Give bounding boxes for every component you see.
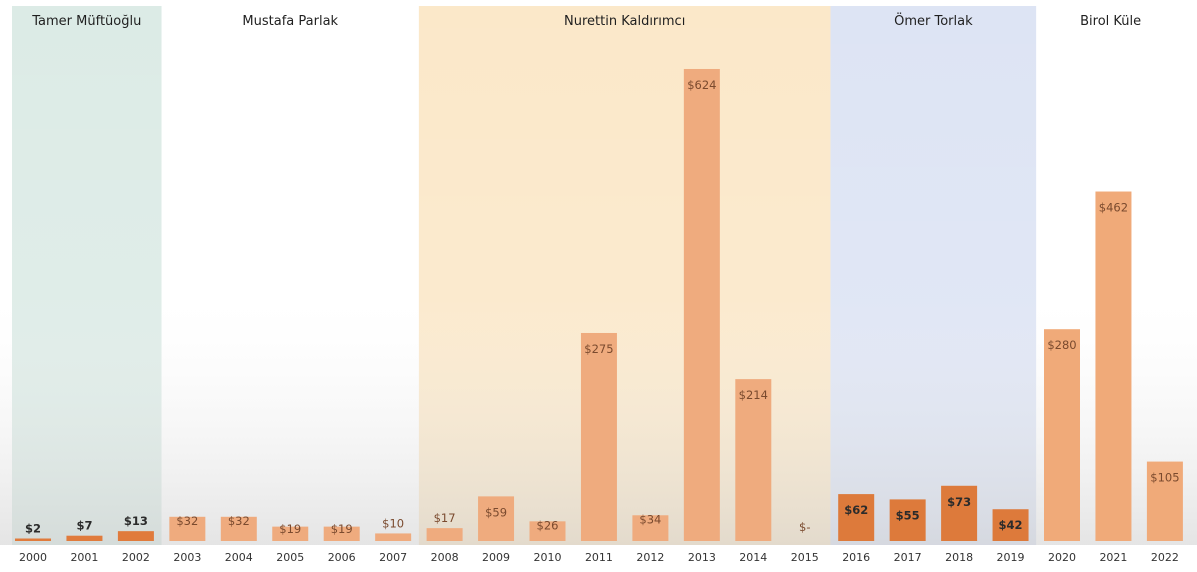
value-label: $59 [485, 505, 507, 519]
bar [580, 332, 617, 541]
bar [323, 526, 360, 541]
value-label: $42 [999, 518, 1023, 532]
x-tick-label: 2021 [1099, 551, 1127, 564]
x-tick-label: 2003 [173, 551, 201, 564]
bar [529, 521, 566, 541]
x-axis-ticks: 2000 2001 2002 2003 2004 2005 2006 2007 2008 2009… [19, 551, 1179, 564]
bar [169, 516, 206, 541]
bar [1095, 191, 1132, 541]
bar [15, 538, 51, 541]
value-label: $32 [228, 514, 250, 528]
x-tick-label: 2013 [688, 551, 716, 564]
bar [1044, 329, 1080, 541]
x-tick-label: 2000 [19, 551, 47, 564]
value-label: $19 [331, 522, 353, 536]
period-label: Tamer Müftüoğlu [31, 14, 141, 29]
value-label: $462 [1099, 201, 1128, 215]
x-tick-label: 2018 [945, 551, 973, 564]
bar [992, 509, 1029, 541]
period-label: Birol Küle [1080, 14, 1141, 29]
value-label: $55 [896, 508, 920, 522]
bar [683, 68, 720, 542]
bar [838, 494, 875, 541]
period-label: Mustafa Parlak [242, 14, 338, 29]
bar [478, 496, 515, 541]
x-tick-label: 2020 [1048, 551, 1076, 564]
bar [375, 533, 412, 541]
x-tick-label: 2016 [842, 551, 870, 564]
bar [220, 516, 257, 541]
x-tick-label: 2011 [585, 551, 613, 564]
x-tick-label: 2012 [636, 551, 664, 564]
x-tick-label: 2001 [70, 551, 98, 564]
bar [272, 526, 309, 541]
x-tick-label: 2017 [894, 551, 922, 564]
bar [426, 528, 463, 541]
x-tick-label: 2004 [225, 551, 253, 564]
bar [1146, 461, 1183, 541]
bar [735, 379, 772, 541]
value-label: $32 [176, 514, 198, 528]
x-tick-label: 2015 [791, 551, 819, 564]
period-label: Nurettin Kaldırımcı [564, 14, 685, 29]
value-label: $624 [687, 78, 716, 92]
bar [117, 531, 154, 541]
bar [66, 535, 103, 541]
value-label: $7 [76, 519, 92, 533]
period-label: Ömer Torlak [894, 12, 973, 29]
value-label: $275 [584, 342, 613, 356]
value-labels: $2 $7 $13 $32 $32 $19 $19 $10 $17 $59 $26 $275 $34 $6… [25, 78, 1180, 536]
period-labels: Tamer Müftüoğlu Mustafa Parlak Nurettin Ka… [31, 12, 1141, 29]
bar [632, 515, 669, 541]
value-label: $- [799, 520, 810, 534]
x-tick-label: 2019 [997, 551, 1025, 564]
bars [15, 68, 1183, 542]
x-tick-label: 2002 [122, 551, 150, 564]
value-label: $34 [639, 512, 661, 526]
x-tick-label: 2007 [379, 551, 407, 564]
x-tick-label: 2008 [431, 551, 459, 564]
value-label: $17 [434, 511, 456, 525]
value-label: $105 [1150, 471, 1179, 485]
x-tick-label: 2006 [328, 551, 356, 564]
value-label: $2 [25, 522, 41, 536]
x-tick-label: 2005 [276, 551, 304, 564]
value-label: $19 [279, 522, 301, 536]
value-label: $26 [537, 518, 559, 532]
x-tick-label: 2014 [739, 551, 767, 564]
x-tick-label: 2009 [482, 551, 510, 564]
value-label: $62 [844, 503, 868, 517]
x-tick-label: 2022 [1151, 551, 1179, 564]
bar [941, 485, 978, 541]
value-label: $214 [739, 388, 768, 402]
x-tick-label: 2010 [534, 551, 562, 564]
value-label: $10 [382, 516, 404, 530]
value-label: $13 [124, 514, 148, 528]
bar [889, 499, 926, 541]
value-label: $73 [947, 495, 971, 509]
value-label: $280 [1047, 338, 1076, 352]
